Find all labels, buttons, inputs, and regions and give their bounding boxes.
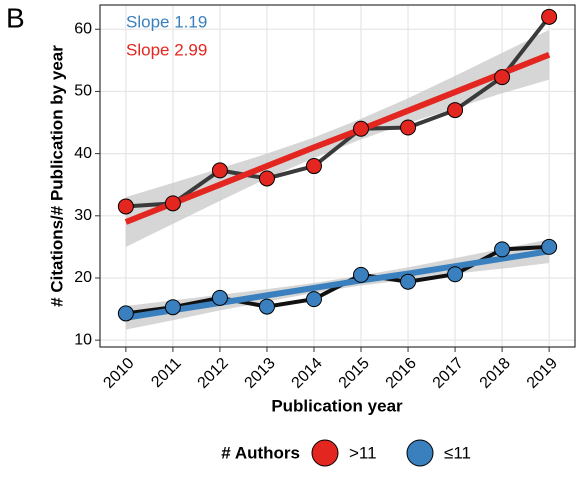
data-point	[164, 195, 181, 212]
data-point	[305, 291, 322, 308]
fit-line	[125, 248, 550, 321]
y-axis-label: # Citations/# Publication by year	[47, 45, 66, 307]
data-point	[353, 120, 370, 137]
slope-annotation: Slope 1.19	[126, 12, 207, 31]
data-point	[447, 102, 464, 119]
y-tick-label: 50	[74, 83, 92, 100]
x-tick-label: 2013	[242, 355, 279, 392]
data-point	[258, 298, 275, 315]
data-point	[400, 119, 417, 136]
data-point	[494, 241, 511, 258]
x-tick-label: 2018	[477, 355, 514, 392]
data-point	[258, 170, 275, 187]
x-tick-label: 2017	[430, 355, 467, 392]
x-axis-label: Publication year	[271, 396, 403, 415]
fit-line	[124, 51, 551, 225]
x-tick-label: 2015	[336, 355, 373, 392]
legend-label: ≤11	[444, 443, 471, 462]
panel-label: B	[6, 2, 25, 33]
x-tick-label: 2011	[148, 355, 184, 391]
legend-label: >11	[349, 443, 377, 462]
data-point	[541, 8, 558, 25]
data-point	[494, 69, 511, 86]
data-point	[211, 289, 228, 306]
y-tick-label: 20	[74, 269, 92, 286]
y-tick-label: 40	[74, 145, 92, 162]
plot-border	[99, 4, 576, 348]
x-tick-label: 2010	[100, 355, 137, 392]
data-point	[400, 273, 417, 290]
x-tick-label: 2016	[383, 355, 420, 392]
legend-swatch	[406, 439, 434, 467]
y-tick-label: 10	[74, 331, 92, 348]
slope-annotation: Slope 2.99	[126, 40, 207, 59]
data-line	[125, 15, 551, 209]
y-tick-label: 30	[74, 207, 92, 224]
x-tick-label: 2012	[195, 355, 232, 392]
legend-swatch	[311, 439, 339, 467]
data-point	[164, 299, 181, 316]
data-point	[541, 238, 558, 255]
data-point	[211, 162, 228, 179]
x-tick-label: 2014	[289, 355, 326, 392]
data-point	[447, 266, 464, 283]
legend-title: # Authors	[221, 443, 300, 462]
x-tick-label: 2019	[524, 355, 561, 392]
data-point	[353, 266, 370, 283]
data-point	[117, 198, 134, 215]
data-point	[117, 305, 134, 322]
data-point	[305, 158, 322, 175]
y-tick-label: 60	[74, 20, 92, 37]
